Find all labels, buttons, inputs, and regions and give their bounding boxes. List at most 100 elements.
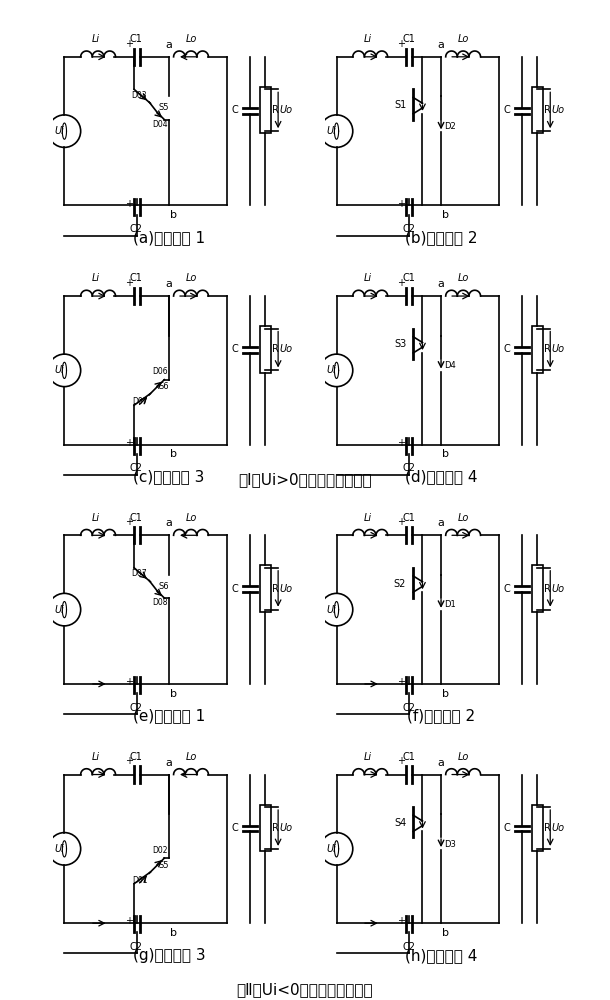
Text: Ui: Ui [54, 844, 64, 854]
Text: C1: C1 [130, 752, 143, 762]
Text: C: C [232, 344, 239, 354]
Text: Ui: Ui [326, 605, 336, 615]
Text: (c)开关模态 3: (c)开关模态 3 [133, 469, 204, 484]
Text: a: a [437, 40, 445, 50]
Text: C: C [504, 584, 511, 594]
Text: a: a [165, 40, 173, 50]
Text: S1: S1 [394, 100, 406, 110]
Text: C1: C1 [402, 752, 415, 762]
Text: b: b [442, 210, 449, 220]
Text: Lo: Lo [185, 513, 196, 523]
Text: (e)开关模态 1: (e)开关模态 1 [133, 708, 205, 723]
Text: C1: C1 [130, 273, 143, 283]
Text: (h)开关模态 4: (h)开关模态 4 [405, 948, 477, 963]
Text: b: b [442, 689, 449, 699]
Text: (a)开关模态 1: (a)开关模态 1 [133, 230, 205, 245]
Text: C2: C2 [402, 224, 415, 234]
Text: C: C [504, 344, 511, 354]
Text: a: a [437, 279, 445, 289]
Text: Li: Li [364, 513, 372, 523]
Text: Uo: Uo [279, 105, 292, 115]
Text: C: C [232, 584, 239, 594]
Text: +: + [397, 916, 405, 926]
Text: S4: S4 [394, 818, 406, 828]
Text: (d)开关模态 4: (d)开关模态 4 [405, 469, 477, 484]
Text: C2: C2 [402, 703, 415, 713]
Text: D07: D07 [132, 397, 148, 406]
Text: +: + [125, 39, 133, 49]
Text: Li: Li [364, 273, 372, 283]
Text: Lo: Lo [185, 752, 196, 762]
Text: C1: C1 [402, 273, 415, 283]
Text: Li: Li [92, 752, 100, 762]
Text: C2: C2 [130, 703, 143, 713]
Text: C: C [504, 105, 511, 115]
Text: b: b [170, 928, 177, 938]
Text: R: R [545, 344, 551, 354]
Text: b: b [170, 210, 177, 220]
Text: S6: S6 [159, 382, 169, 391]
Text: R: R [272, 105, 279, 115]
Text: (b)开关模态 2: (b)开关模态 2 [405, 230, 477, 245]
Text: a: a [437, 518, 445, 528]
Text: S5: S5 [159, 861, 169, 870]
Text: +: + [125, 199, 133, 209]
Text: Li: Li [92, 34, 100, 44]
Text: D02: D02 [152, 846, 167, 855]
Text: D4: D4 [445, 361, 456, 370]
Text: Uo: Uo [279, 823, 292, 833]
Text: C2: C2 [402, 942, 415, 952]
Text: C2: C2 [130, 463, 143, 473]
Text: C: C [232, 105, 239, 115]
Bar [259, 326, 271, 373]
Text: Ui: Ui [54, 605, 64, 615]
Text: Li: Li [92, 513, 100, 523]
Text: +: + [125, 677, 133, 687]
Text: Ui: Ui [326, 126, 336, 136]
Text: D06: D06 [152, 367, 168, 376]
Text: b: b [442, 449, 449, 459]
Text: Lo: Lo [458, 752, 469, 762]
Text: C1: C1 [402, 34, 415, 44]
Text: S5: S5 [159, 103, 169, 112]
Text: +: + [397, 438, 405, 448]
Text: C2: C2 [130, 942, 143, 952]
Text: +: + [397, 756, 405, 766]
Bar [532, 805, 544, 851]
Text: D3: D3 [445, 840, 456, 849]
Text: C2: C2 [402, 463, 415, 473]
Text: S3: S3 [394, 339, 406, 349]
Text: +: + [397, 677, 405, 687]
Text: R: R [545, 823, 551, 833]
Text: Uo: Uo [279, 584, 292, 594]
Bar [532, 87, 544, 133]
Text: +: + [397, 278, 405, 288]
Text: Ui: Ui [54, 365, 64, 375]
Text: b: b [170, 449, 177, 459]
Text: C2: C2 [130, 224, 143, 234]
Text: Lo: Lo [185, 273, 196, 283]
Text: C1: C1 [402, 513, 415, 523]
Text: S2: S2 [394, 579, 406, 589]
Text: R: R [272, 344, 279, 354]
Text: Lo: Lo [458, 513, 469, 523]
Text: +: + [397, 39, 405, 49]
Bar [532, 565, 544, 612]
Text: （Ⅱ）Ui<0时的电路四种模式: （Ⅱ）Ui<0时的电路四种模式 [237, 982, 373, 998]
Bar [259, 805, 271, 851]
Text: （Ⅰ）Ui>0时的电路四种模式: （Ⅰ）Ui>0时的电路四种模式 [238, 473, 372, 488]
Text: Uo: Uo [551, 584, 564, 594]
Text: a: a [165, 518, 173, 528]
Text: +: + [125, 517, 133, 527]
Text: C: C [504, 823, 511, 833]
Text: D2: D2 [445, 122, 456, 131]
Text: C1: C1 [130, 513, 143, 523]
Text: Lo: Lo [458, 34, 469, 44]
Text: R: R [545, 584, 551, 594]
Text: a: a [165, 758, 173, 768]
Text: +: + [397, 517, 405, 527]
Text: +: + [125, 916, 133, 926]
Text: +: + [125, 438, 133, 448]
Text: a: a [437, 758, 445, 768]
Text: Lo: Lo [458, 273, 469, 283]
